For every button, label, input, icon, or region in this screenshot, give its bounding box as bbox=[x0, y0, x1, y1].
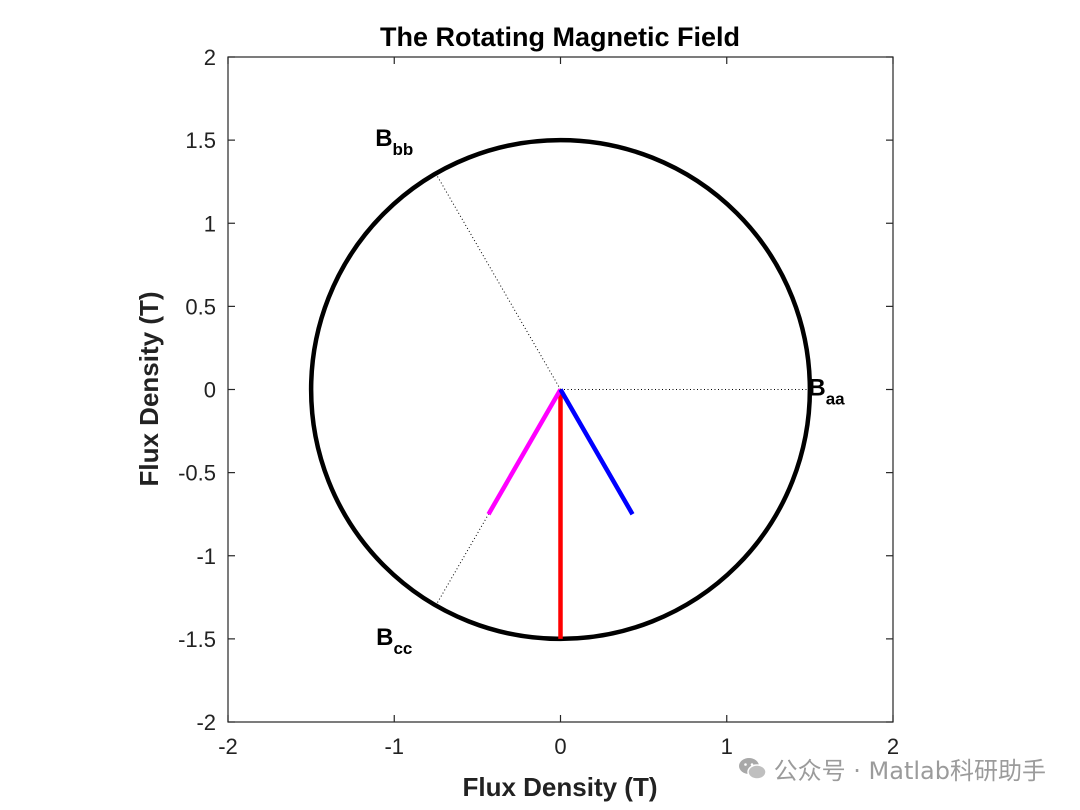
x-tick-label: 0 bbox=[554, 734, 566, 759]
x-tick-label: 2 bbox=[887, 734, 899, 759]
y-tick-label: -1 bbox=[196, 544, 216, 569]
wechat-icon bbox=[738, 756, 768, 782]
phase-annotations: Baa Bbb Bcc bbox=[375, 125, 845, 658]
chart-title: The Rotating Magnetic Field bbox=[380, 22, 740, 52]
field-vectors bbox=[486, 388, 635, 639]
y-tick-label: 1.5 bbox=[185, 128, 216, 153]
watermark-text: 公众号 · Matlab科研助手 bbox=[773, 757, 1046, 785]
x-tick-label: -2 bbox=[218, 734, 238, 759]
y-axis-label: Flux Density (T) bbox=[134, 291, 164, 486]
vector-phase-c bbox=[558, 388, 635, 516]
watermark: 公众号 · Matlab科研助手 bbox=[738, 751, 1046, 786]
annotation-baa: Baa bbox=[808, 375, 845, 409]
axis-ticks: -2 -1 0 1 2 2 1.5 1 0.5 0 -0.5 -1 -1.5 -2 bbox=[178, 45, 899, 759]
y-tick-label: 2 bbox=[204, 45, 216, 70]
y-tick-label: -1.5 bbox=[178, 627, 216, 652]
annotation-bcc: Bcc bbox=[376, 624, 412, 658]
annotation-bbb: Bbb bbox=[375, 125, 413, 159]
y-tick-label: 0.5 bbox=[185, 294, 216, 319]
x-tick-label: 1 bbox=[721, 734, 733, 759]
vector-phase-b bbox=[486, 388, 563, 516]
y-tick-label: -0.5 bbox=[178, 461, 216, 486]
y-tick-label: -2 bbox=[196, 710, 216, 735]
y-tick-label: 0 bbox=[204, 378, 216, 403]
x-tick-label: -1 bbox=[384, 734, 404, 759]
y-tick-label: 1 bbox=[204, 211, 216, 236]
x-axis-label: Flux Density (T) bbox=[462, 772, 657, 802]
